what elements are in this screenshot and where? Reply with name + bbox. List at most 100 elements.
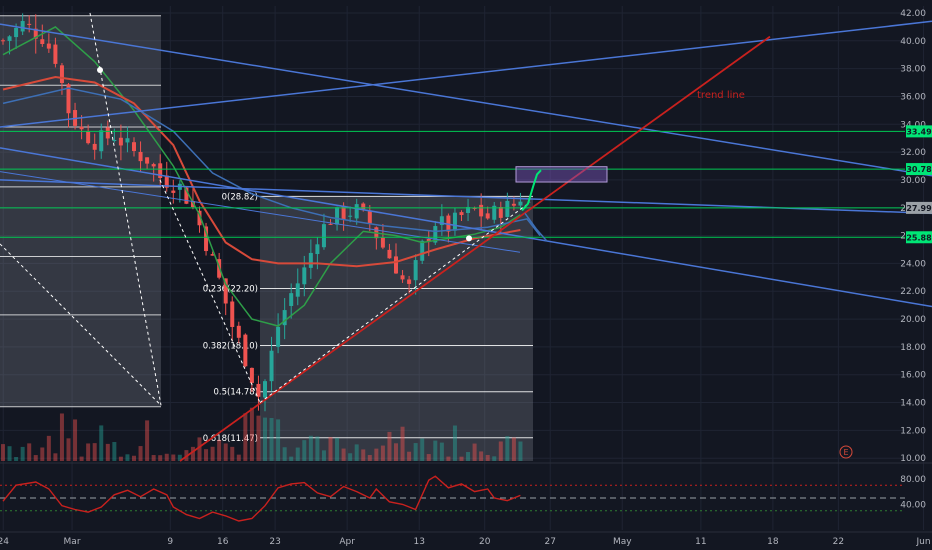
candle-body — [380, 237, 385, 248]
candle-body — [426, 238, 431, 242]
volume-bar — [249, 407, 254, 461]
time-tick-label: 9 — [167, 537, 173, 547]
volume-bar — [105, 443, 110, 461]
volume-bar — [125, 454, 130, 461]
time-tick-label: 18 — [767, 537, 779, 547]
candle-body — [452, 212, 457, 231]
time-axis[interactable]: 24 Mar 9 16 23 Apr 13 20 27 May 11 18 22 Jun — [0, 537, 931, 547]
candle-body — [459, 212, 464, 216]
candle-body — [145, 157, 150, 164]
volume-bar — [92, 443, 97, 461]
volume-bar — [387, 431, 392, 461]
anchor-point — [466, 235, 472, 242]
price-badge-label: 27.99 — [906, 204, 932, 213]
candle-body — [335, 207, 340, 225]
candle-body — [361, 203, 366, 210]
event-icon — [839, 445, 853, 459]
volume-bar — [505, 436, 510, 461]
rsi-pane[interactable]: 80.00 40.00 — [0, 475, 926, 522]
volume-layer — [1, 407, 523, 461]
volume-bar — [1, 444, 5, 461]
candle-body — [308, 252, 313, 268]
candle-body — [263, 381, 267, 398]
price-tick-label: 36.00 — [900, 92, 926, 102]
price-badge — [906, 201, 932, 214]
volume-bar — [263, 417, 267, 461]
drawing-lines-layer[interactable]: trend line — [0, 12, 932, 462]
volume-bar — [230, 446, 235, 461]
volume-bar — [380, 445, 385, 461]
projected-ma — [524, 212, 548, 242]
candle-body — [79, 126, 84, 130]
candle-body — [466, 206, 471, 213]
candle-body — [92, 143, 97, 150]
price-badge-label: 25.88 — [906, 233, 932, 242]
candle-body — [158, 163, 163, 178]
candle-body — [256, 383, 261, 397]
volume-bar — [46, 435, 51, 461]
trend-line-annotation: trend line — [697, 90, 745, 101]
candle-body — [400, 275, 405, 280]
volume-bar — [145, 420, 150, 461]
volume-bar — [256, 415, 261, 461]
volume-bar — [276, 419, 281, 461]
volume-bar — [439, 442, 444, 461]
volume-bar — [236, 454, 241, 461]
volume-bar — [413, 443, 418, 461]
candle-body — [348, 215, 353, 217]
volume-bar — [335, 437, 340, 461]
volume-bar — [341, 448, 346, 461]
grid-layer — [0, 6, 932, 533]
time-tick-label: 24 — [0, 537, 9, 547]
rsi-line — [2, 475, 521, 522]
trend-line — [179, 35, 771, 462]
volume-bar — [53, 453, 58, 461]
candle-body — [485, 213, 490, 219]
candle-body — [413, 260, 418, 281]
volume-bar — [518, 441, 523, 461]
candle-body — [171, 190, 176, 193]
volume-bar — [485, 454, 490, 461]
volume-bar — [151, 455, 156, 461]
price-tick-label: 42.00 — [900, 9, 926, 19]
price-tick-label: 38.00 — [900, 65, 926, 75]
candle-body — [164, 175, 169, 188]
rsi-tick-label: 80.00 — [900, 475, 926, 485]
volume-bar — [118, 456, 123, 461]
candle-body — [33, 28, 38, 39]
candle-body — [132, 142, 136, 152]
candle-body — [269, 350, 274, 382]
candle-body — [66, 84, 71, 114]
candle-body — [197, 210, 202, 226]
volume-bar — [407, 451, 412, 461]
price-tick-label: 20.00 — [900, 315, 926, 325]
volume-bar — [66, 438, 71, 461]
time-tick-label: 11 — [695, 537, 706, 547]
candle-body — [315, 244, 320, 255]
price-tick-label: 16.00 — [900, 371, 926, 381]
candle-body — [505, 200, 510, 217]
volume-bar — [204, 449, 209, 461]
time-tick-label: May — [613, 537, 632, 547]
candle-body — [511, 203, 516, 206]
volume-bar — [479, 451, 484, 461]
price-axis[interactable]: 42.0040.0038.0036.0034.0032.0030.0028.00… — [900, 9, 932, 464]
event-icon-label: E — [843, 448, 848, 457]
price-badge — [906, 231, 932, 244]
time-tick-label: 16 — [217, 537, 229, 547]
volume-bar — [210, 446, 215, 461]
candle-body — [20, 21, 25, 32]
candle-body — [302, 267, 307, 285]
volume-bar — [190, 446, 195, 461]
fib-level-label: 0(28.82) — [222, 192, 258, 202]
volume-bar — [452, 425, 457, 461]
price-tick-label: 22.00 — [900, 287, 926, 297]
time-tick-label: 22 — [833, 537, 844, 547]
price-badge — [906, 163, 932, 176]
candle-body — [236, 325, 241, 338]
volume-bar — [308, 435, 313, 461]
candle-body — [125, 138, 130, 143]
fib-level-label: 0.5(14.78) — [214, 388, 258, 398]
